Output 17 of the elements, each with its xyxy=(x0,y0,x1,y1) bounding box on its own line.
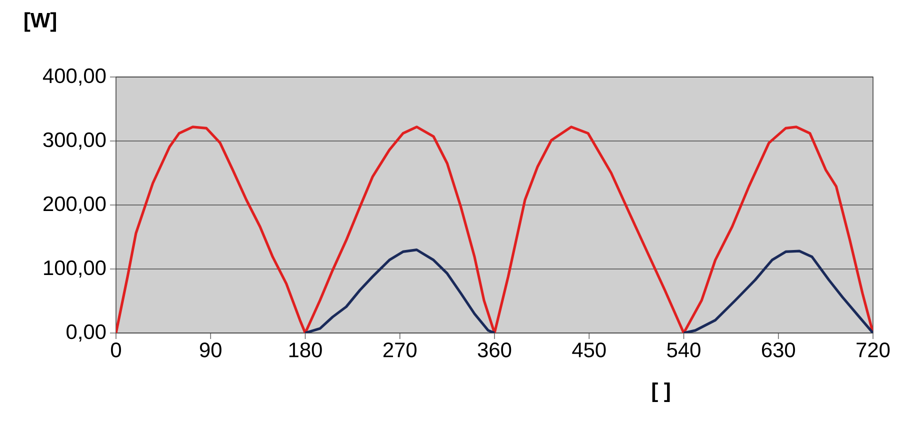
x-tick-label: 90 xyxy=(200,342,222,358)
x-tick-label: 720 xyxy=(856,342,890,358)
y-tick-label: 200,00 xyxy=(44,196,106,214)
x-tick-label: 180 xyxy=(289,342,322,358)
y-tick-label: 300,00 xyxy=(43,132,106,150)
x-tick-label: 360 xyxy=(478,342,512,358)
x-tick-label: 540 xyxy=(667,342,700,358)
x-tick-label: 630 xyxy=(762,342,796,358)
x-tick-label: 450 xyxy=(572,342,606,358)
y-tick-label: 400,00 xyxy=(42,68,106,86)
line-series xyxy=(116,126,874,333)
x-axis-title: [ ] xyxy=(652,382,670,402)
x-tick-label: 0 xyxy=(110,342,121,358)
y-tick-label: 0,00 xyxy=(66,324,106,342)
y-axis-title: [W] xyxy=(24,12,56,32)
y-tick-label: 100,00 xyxy=(44,260,106,278)
x-tick-label: 270 xyxy=(383,342,416,358)
